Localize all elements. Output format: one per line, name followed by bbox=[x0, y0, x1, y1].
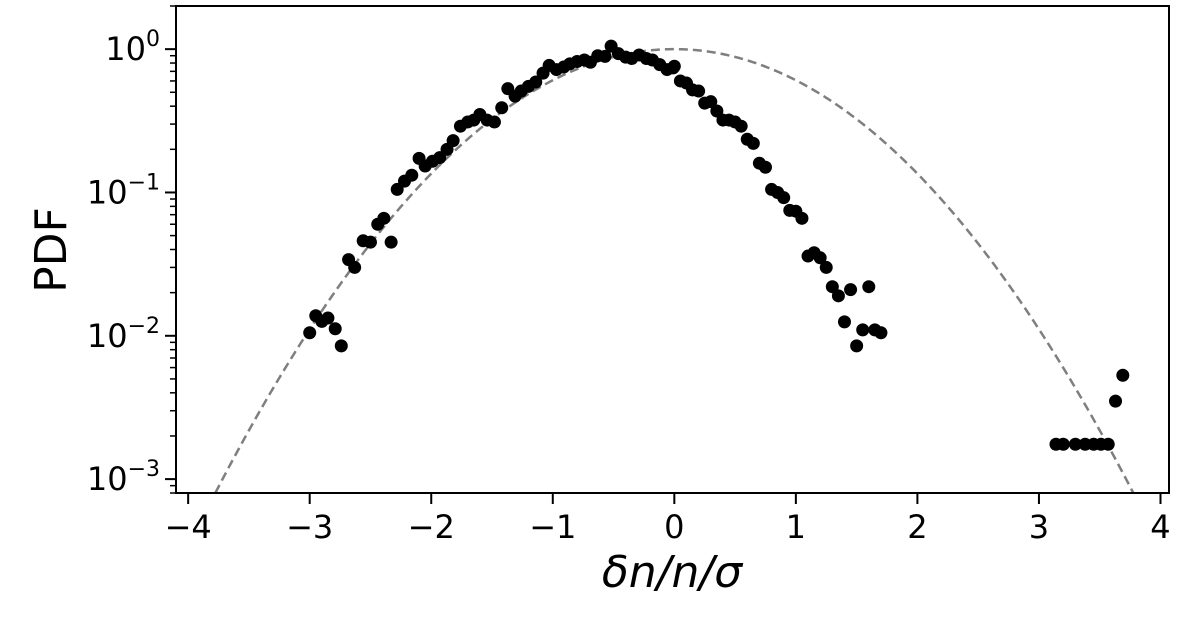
x-axis: −4 −3 −2 −1 0 1 2 3 4 bbox=[165, 493, 1171, 546]
x-tick-label-2: −2 bbox=[408, 508, 455, 546]
data-points-layer bbox=[303, 39, 1130, 451]
data-point-4 bbox=[328, 322, 342, 336]
y-tick-label-0: 100 bbox=[105, 27, 160, 68]
data-point-9 bbox=[363, 235, 377, 249]
data-point-33 bbox=[529, 75, 543, 89]
data-point-96 bbox=[1109, 394, 1123, 408]
data-point-11 bbox=[377, 211, 391, 225]
x-tick-label-6: 2 bbox=[907, 508, 927, 546]
data-point-12 bbox=[384, 235, 398, 249]
data-point-0 bbox=[303, 326, 317, 340]
y-tick-label-3: 10−3 bbox=[87, 457, 160, 498]
y-tick-label-2: 10−2 bbox=[87, 314, 160, 355]
data-point-86 bbox=[862, 280, 876, 294]
data-point-7 bbox=[348, 260, 362, 274]
data-point-84 bbox=[850, 339, 864, 353]
data-point-60 bbox=[704, 95, 718, 109]
data-point-82 bbox=[837, 315, 851, 329]
y-tick-label-1: 10−1 bbox=[87, 170, 160, 211]
data-point-67 bbox=[746, 136, 760, 150]
x-tick-label-1: −3 bbox=[286, 508, 333, 546]
data-point-69 bbox=[758, 160, 772, 174]
x-tick-label-0: −4 bbox=[165, 508, 212, 546]
data-point-81 bbox=[831, 289, 845, 303]
x-tick-label-5: 1 bbox=[786, 508, 806, 546]
data-point-72 bbox=[777, 191, 791, 205]
data-point-79 bbox=[819, 260, 833, 274]
data-point-91 bbox=[1068, 437, 1082, 451]
data-point-15 bbox=[405, 168, 419, 182]
x-tick-label-3: −1 bbox=[529, 508, 576, 546]
data-point-83 bbox=[844, 283, 858, 297]
data-point-90 bbox=[1056, 437, 1070, 451]
x-tick-label-8: 4 bbox=[1150, 508, 1170, 546]
gaussian-reference-curve bbox=[214, 47, 1135, 494]
data-point-75 bbox=[795, 211, 809, 225]
data-point-85 bbox=[856, 323, 870, 337]
x-tick-label-7: 3 bbox=[1029, 508, 1049, 546]
data-point-21 bbox=[446, 134, 460, 148]
data-point-58 bbox=[692, 84, 706, 98]
gaussian-curve-layer bbox=[214, 47, 1135, 494]
data-point-95 bbox=[1101, 437, 1115, 451]
data-point-43 bbox=[598, 49, 612, 63]
x-axis-label: δn/n/σ bbox=[602, 547, 743, 598]
plot-frame bbox=[175, 5, 1170, 494]
data-point-65 bbox=[734, 119, 748, 133]
data-point-80 bbox=[825, 280, 839, 294]
data-point-88 bbox=[874, 326, 888, 340]
y-axis: 100 10−1 10−2 10−3 bbox=[87, 5, 176, 498]
x-tick-label-4: 0 bbox=[664, 508, 684, 546]
data-point-28 bbox=[495, 101, 509, 115]
data-point-54 bbox=[667, 59, 681, 73]
data-point-27 bbox=[487, 115, 501, 129]
data-point-78 bbox=[813, 251, 827, 265]
data-point-5 bbox=[334, 339, 348, 353]
data-point-3 bbox=[321, 311, 335, 325]
y-axis-label: PDF bbox=[26, 207, 77, 293]
data-point-97 bbox=[1116, 368, 1130, 382]
